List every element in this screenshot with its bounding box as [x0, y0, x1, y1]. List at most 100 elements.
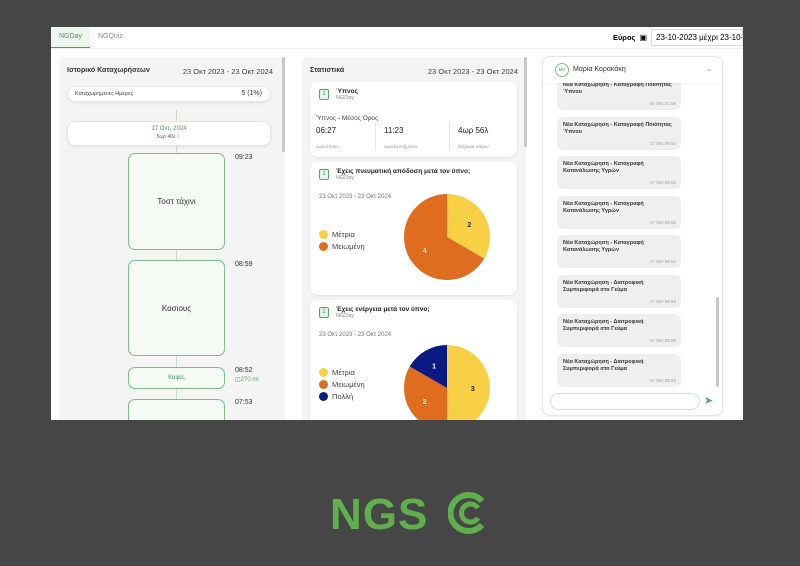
chat-message: Νέα Καταχώρηση - Διατροφική Συμπεριφορά … — [557, 314, 681, 347]
stats-scrollbar[interactable] — [524, 57, 527, 147]
legend-item[interactable]: Μειωμένη — [319, 380, 365, 389]
message-time: 17 Οκτ 08:52 — [649, 219, 676, 225]
chat-message: Νέα Καταχώρηση - Καταγραφή Κατανάλωσης Υ… — [557, 156, 681, 189]
history-scrollbar[interactable] — [282, 57, 285, 152]
sleep-subtitle: Ύπνος - Μέσος Όρος — [316, 115, 379, 122]
message-text: Νέα Καταχώρηση - Καταγραφή Κατανάλωσης Υ… — [563, 240, 644, 253]
chevron-down-icon[interactable]: ⌄ — [706, 66, 712, 73]
chat-message: Νέα Καταχώρηση - Καταγραφή Κατανάλωσης Υ… — [557, 235, 681, 268]
pie-value-label: 4 — [423, 248, 427, 255]
sleep-time: 06:27 — [316, 126, 337, 135]
recorded-days-value: 5 (1%) — [241, 90, 262, 97]
stats-panel: Στατιστικά 23 Οκτ 2023 - 23 Οκτ 2024 1 Ύ… — [302, 57, 526, 420]
legend-swatch — [319, 380, 328, 389]
pie-card: 1 Έχεις πνευματική απόδοση μετά τον ύπνο… — [310, 162, 517, 295]
legend-swatch — [319, 242, 328, 251]
message-text: Νέα Καταχώρηση - Διατροφική Συμπεριφορά … — [563, 319, 644, 332]
chart-date: 23 Οκτ 2023 - 23 Οκτ 2024 — [319, 332, 392, 338]
tab-ngquiz[interactable]: NGQuiz — [97, 33, 123, 40]
message-text: Νέα Καταχώρηση - Καταγραφή Ποιότητας Ύπν… — [563, 82, 672, 95]
legend-item[interactable]: Μέτρια — [319, 230, 355, 239]
sleep-duration-label: διάρκεια ύπνου — [458, 144, 489, 149]
chat-panel: ΜΚ Μαρία Κορακάκη ⌄ Νέα Καταχώρηση - Κατ… — [542, 56, 723, 416]
day-duration: 5ωρ 40λ — [156, 134, 176, 140]
chart-source: NGDay — [336, 313, 355, 319]
app-screenshot: NGDay NGQuiz Εύρος ▣ 23-10-2023 μέχρι 23… — [51, 27, 743, 420]
message-time: 17 Οκτ 08:59 — [649, 338, 676, 343]
history-panel: Ιστορικό Καταχωρήσεων 23 Οκτ 2023 - 23 Ο… — [59, 57, 285, 420]
pie-value-label: 2 — [423, 399, 427, 406]
drink-amount: ◫270 ml — [235, 377, 259, 383]
calendar-icon: 1 — [319, 169, 329, 180]
message-text: Νέα Καταχώρηση - Καταγραφή Κατανάλωσης Υ… — [563, 161, 644, 174]
calendar-icon: ▣ — [639, 33, 647, 42]
sleep-title: Ύπνος — [336, 88, 358, 95]
legend-item[interactable]: Μειωμένη — [319, 242, 365, 251]
chart-date: 23 Οκτ 2023 - 23 Οκτ 2024 — [319, 194, 392, 200]
pie-value-label: 1 — [432, 364, 436, 371]
pie-slice-0[interactable] — [447, 345, 490, 420]
cup-icon: ◫ — [235, 377, 241, 383]
wake-time-label: ώρα ξυπνήματος — [384, 144, 418, 149]
message-time: 17 Οκτ 08:52 — [649, 259, 676, 264]
calendar-icon: 1 — [319, 89, 329, 100]
sleep-time-label: ώρα ύπνου — [316, 144, 339, 149]
pie-value-label: 2 — [467, 222, 471, 229]
event-card[interactable]: Κασιους — [128, 260, 225, 356]
chat-header[interactable]: ΜΚ Μαρία Κορακάκη ⌄ — [543, 57, 722, 83]
recorded-days: Καταχωρημένες Ημέρες 5 (1%) — [67, 86, 271, 102]
pie-card: 1 Έχεις ενέργεια μετά τον ύπνο; NGDay 23… — [310, 300, 517, 420]
day-date: 17 Οκτ, 2024 — [151, 126, 187, 132]
chat-message: Νέα Καταχώρηση - Διατροφική Συμπεριφορά … — [557, 353, 681, 387]
message-text: Νέα Καταχώρηση - Διατροφική Συμπεριφορά … — [563, 358, 644, 372]
message-time: 17 Οκτ 08:51 — [649, 140, 676, 146]
legend-swatch — [319, 230, 328, 239]
day-card[interactable]: 17 Οκτ, 2024 5ωρ 40λ ☾ — [67, 121, 271, 146]
pie-slice-0[interactable] — [447, 194, 490, 259]
event-time: 07:53 — [235, 399, 253, 406]
message-time: 17 Οκτ 08:53 — [649, 298, 676, 304]
moon-icon: ☾ — [176, 134, 182, 140]
legend-item[interactable]: Μέτρια — [319, 368, 355, 377]
tab-bar: NGDay NGQuiz — [51, 27, 131, 48]
event-card[interactable]: Τοστ τάχινι — [128, 153, 225, 250]
date-range: Εύρος ▣ 23-10-2023 μέχρι 23-10-2024 — [613, 29, 743, 46]
chat-user-name: Μαρία Κορακάκη — [573, 66, 626, 73]
message-time: 17 Οκτ 08:51 — [649, 180, 676, 185]
legend-item[interactable]: Πολλή — [319, 392, 353, 401]
chat-message: Νέα Καταχώρηση - Καταγραφή Κατανάλωσης Υ… — [557, 195, 681, 229]
range-label: Εύρος — [612, 33, 636, 42]
message-time: 17 Οκτ 09:23 — [649, 377, 676, 383]
pie-chart: 24 — [404, 194, 490, 280]
sleep-source: NGDay — [336, 95, 355, 101]
send-icon[interactable]: ➤ — [704, 395, 714, 407]
chart-source: NGDay — [336, 175, 355, 181]
message-time: 06 Οκτ 21:05 — [649, 101, 676, 106]
pie-slice-2[interactable] — [409, 345, 447, 388]
chart-title: Έχεις ενέργεια μετά τον ύπνο; — [336, 306, 430, 313]
chart-title: Έχεις πνευματική απόδοση μετά τον ύπνο; — [336, 168, 471, 175]
event-time: 08:59 — [235, 261, 253, 268]
message-input[interactable] — [550, 393, 700, 410]
event-card[interactable]: Καφές — [128, 367, 225, 389]
tab-ngday[interactable]: NGDay — [51, 27, 90, 48]
logo-mark-icon — [447, 492, 484, 534]
message-text: Νέα Καταχώρηση - Καταγραφή Κατανάλωσης Υ… — [563, 200, 644, 214]
stats-title: Στατιστικά — [310, 67, 345, 74]
event-card[interactable] — [128, 399, 225, 420]
chat-message: Νέα Καταχώρηση - Διατροφική Συμπεριφορά … — [557, 274, 681, 308]
recorded-days-label: Καταχωρημένες Ημέρες — [75, 91, 134, 97]
chat-scrollbar[interactable] — [716, 297, 719, 387]
ngs-logo: NGS — [330, 490, 492, 540]
wake-time: 11:23 — [384, 126, 404, 135]
event-time: 09:23 — [235, 154, 253, 161]
pie-value-label: 3 — [471, 386, 475, 393]
message-text: Νέα Καταχώρηση - Καταγραφή Ποιότητας Ύπν… — [563, 121, 672, 135]
range-input[interactable]: 23-10-2023 μέχρι 23-10-2024 — [651, 29, 743, 46]
chat-message: Νέα Καταχώρηση - Καταγραφή Ποιότητας Ύπν… — [557, 116, 681, 150]
pie-chart: 3 2 1 — [404, 345, 490, 421]
sleep-duration: 4ωρ 56λ — [458, 126, 489, 135]
pie-slice-1[interactable] — [404, 194, 485, 280]
calendar-icon: 1 — [319, 307, 329, 318]
pie-slice-1[interactable] — [404, 366, 447, 421]
